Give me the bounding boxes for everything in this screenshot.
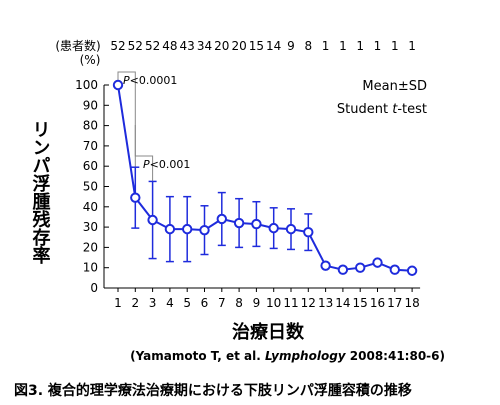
data-point — [199, 224, 210, 236]
patient-count: 14 — [266, 39, 281, 53]
data-point — [233, 217, 245, 229]
x-axis-label: 治療日数 — [232, 321, 305, 343]
patient-count: 1 — [322, 39, 330, 53]
data-point — [147, 214, 158, 226]
x-tick-label: 11 — [283, 296, 298, 310]
y-axis-label: リンパ浮腫残存率 — [30, 120, 51, 265]
patient-count: 20 — [214, 39, 229, 53]
y-tick-label: 80 — [83, 119, 98, 133]
x-tick-label: 9 — [253, 296, 261, 310]
patient-count: 9 — [287, 39, 295, 53]
x-tick-label: 8 — [235, 296, 243, 310]
data-point — [355, 262, 366, 273]
data-point — [372, 257, 383, 268]
data-point — [406, 265, 418, 276]
data-point — [285, 223, 297, 235]
patient-count: 1 — [356, 39, 364, 53]
line-chart: (患者数) 52 52 52 48 43 34 20 20 15 14 9 8 1 1 1 1 1 1 (%) リ… — [30, 38, 446, 363]
y-tick-label: 40 — [83, 200, 98, 214]
y-tick-label: 60 — [83, 159, 98, 173]
patient-count: 34 — [197, 39, 212, 53]
patient-count: 48 — [162, 39, 177, 53]
patient-count: 1 — [339, 39, 347, 53]
patient-count: 15 — [249, 39, 264, 53]
y-tick-label: 10 — [83, 261, 98, 275]
patient-count: 52 — [110, 39, 125, 53]
x-tick-label: 17 — [387, 296, 402, 310]
x-tick-label: 5 — [183, 296, 191, 310]
y-tick-label: 50 — [83, 180, 98, 194]
x-tick-label: 4 — [166, 296, 174, 310]
y-tick-label: 90 — [83, 98, 98, 112]
x-tick-label: 1 — [114, 296, 122, 310]
patient-count: 1 — [374, 39, 382, 53]
bracket-day2-day3 — [134, 125, 154, 182]
p-value-2: P<0.001 — [143, 158, 190, 171]
data-points — [112, 79, 418, 276]
data-point — [130, 192, 141, 203]
x-tick-label: 2 — [131, 296, 139, 310]
data-point — [164, 223, 176, 235]
patients-label: (患者数) — [55, 38, 100, 53]
x-tick-label: 10 — [266, 296, 281, 310]
significance-brackets — [117, 71, 154, 182]
patient-counts: 52 52 52 48 43 34 20 20 15 14 9 8 1 1 1 1 1 1 — [110, 39, 416, 53]
y-tick-label: 100 — [75, 78, 98, 92]
data-point — [389, 264, 400, 275]
patient-count: 43 — [180, 39, 195, 53]
y-axis: 0 10 20 30 40 50 60 70 80 90 100 — [75, 78, 109, 295]
y-tick-label: 0 — [90, 281, 98, 295]
x-tick-label: 14 — [335, 296, 350, 310]
x-tick-label: 12 — [301, 296, 316, 310]
data-point — [337, 264, 349, 275]
data-point — [251, 218, 262, 230]
p-value-1: P<0.0001 — [123, 74, 177, 87]
x-tick-label: 7 — [218, 296, 226, 310]
y-tick-label: 20 — [83, 240, 98, 254]
data-point — [182, 223, 193, 235]
x-tick-label: 15 — [353, 296, 368, 310]
x-tick-label: 13 — [318, 296, 333, 310]
patient-count: 52 — [145, 39, 160, 53]
patient-count: 52 — [128, 39, 143, 53]
patient-count: 8 — [304, 39, 312, 53]
citation: (Yamamoto T, et al. Lymphology 2008:41:8… — [130, 349, 445, 363]
patient-count: 20 — [231, 39, 246, 53]
x-tick-label: 6 — [201, 296, 209, 310]
x-axis: 1 2 3 4 5 6 7 8 9 10 11 12 13 14 15 16 17 18 — [104, 287, 421, 310]
y-tick-label: 70 — [83, 139, 98, 153]
x-tick-label: 16 — [370, 296, 385, 310]
legend-mean-sd: Mean±SD — [362, 79, 427, 94]
data-point — [303, 226, 314, 238]
data-point — [216, 213, 228, 225]
x-tick-label: 18 — [404, 296, 419, 310]
data-point — [268, 222, 279, 234]
legend-test: Student t-test — [337, 102, 427, 117]
patient-count: 1 — [391, 39, 399, 53]
data-point — [112, 79, 124, 91]
y-tick-label: 30 — [83, 220, 98, 234]
data-point — [320, 260, 331, 271]
x-tick-label: 3 — [149, 296, 157, 310]
y-unit-label: (%) — [80, 53, 101, 67]
patient-count: 1 — [408, 39, 416, 53]
figure-caption: 図3. 複合的理学療法治療期における下肢リンパ浮腫容積の推移 — [14, 383, 412, 399]
bracket-day1-day2 — [117, 71, 136, 168]
